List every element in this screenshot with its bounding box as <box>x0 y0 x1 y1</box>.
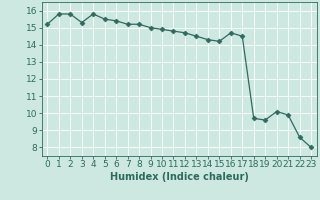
X-axis label: Humidex (Indice chaleur): Humidex (Indice chaleur) <box>110 172 249 182</box>
